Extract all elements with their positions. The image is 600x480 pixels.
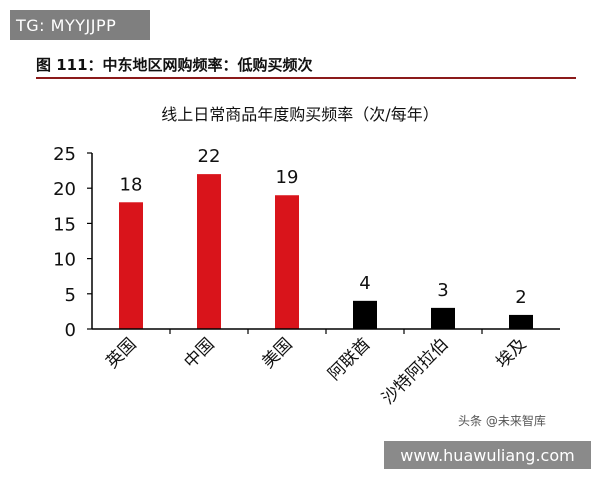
x-tick-label: 阿联酋	[324, 334, 374, 384]
y-tick-label: 0	[65, 320, 76, 341]
data-label: 3	[437, 280, 448, 301]
y-tick-label: 10	[53, 250, 76, 271]
tag-label: TG: MYYJJPP	[10, 10, 150, 40]
x-tick-label: 埃及	[492, 334, 530, 372]
data-label: 22	[198, 146, 221, 167]
watermark-text: 头条 @未来智库	[458, 414, 546, 428]
bar	[197, 174, 221, 329]
bar	[275, 195, 299, 329]
y-tick-label: 5	[65, 285, 76, 306]
data-label: 18	[120, 174, 143, 195]
bar	[119, 202, 143, 329]
data-label: 4	[359, 273, 370, 294]
x-tick-label: 中国	[180, 334, 218, 372]
figure-title: 图 111：中东地区网购频率：低购买频次	[36, 56, 313, 74]
y-tick-label: 20	[53, 179, 76, 200]
bar	[353, 300, 377, 329]
x-axis: 英国 中国 美国 阿联酋 沙特阿拉伯 埃及	[92, 328, 560, 409]
bar	[509, 314, 533, 329]
x-tick-label: 美国	[258, 334, 296, 372]
y-tick-label: 15	[53, 214, 76, 235]
x-tick-label: 沙特阿拉伯	[378, 334, 452, 408]
bar	[431, 307, 455, 329]
url-label: www.huawuliang.com	[384, 441, 591, 469]
chart-title: 线上日常商品年度购买频率（次/每年）	[161, 105, 438, 124]
title-divider	[36, 77, 576, 79]
data-label: 19	[276, 167, 299, 188]
data-label: 2	[515, 287, 526, 308]
bars: 18 22 19 4 3 2	[119, 146, 533, 329]
y-axis: 0 5 10 15 20 25	[53, 144, 93, 341]
x-tick-label: 英国	[102, 334, 140, 372]
y-tick-label: 25	[53, 144, 76, 165]
